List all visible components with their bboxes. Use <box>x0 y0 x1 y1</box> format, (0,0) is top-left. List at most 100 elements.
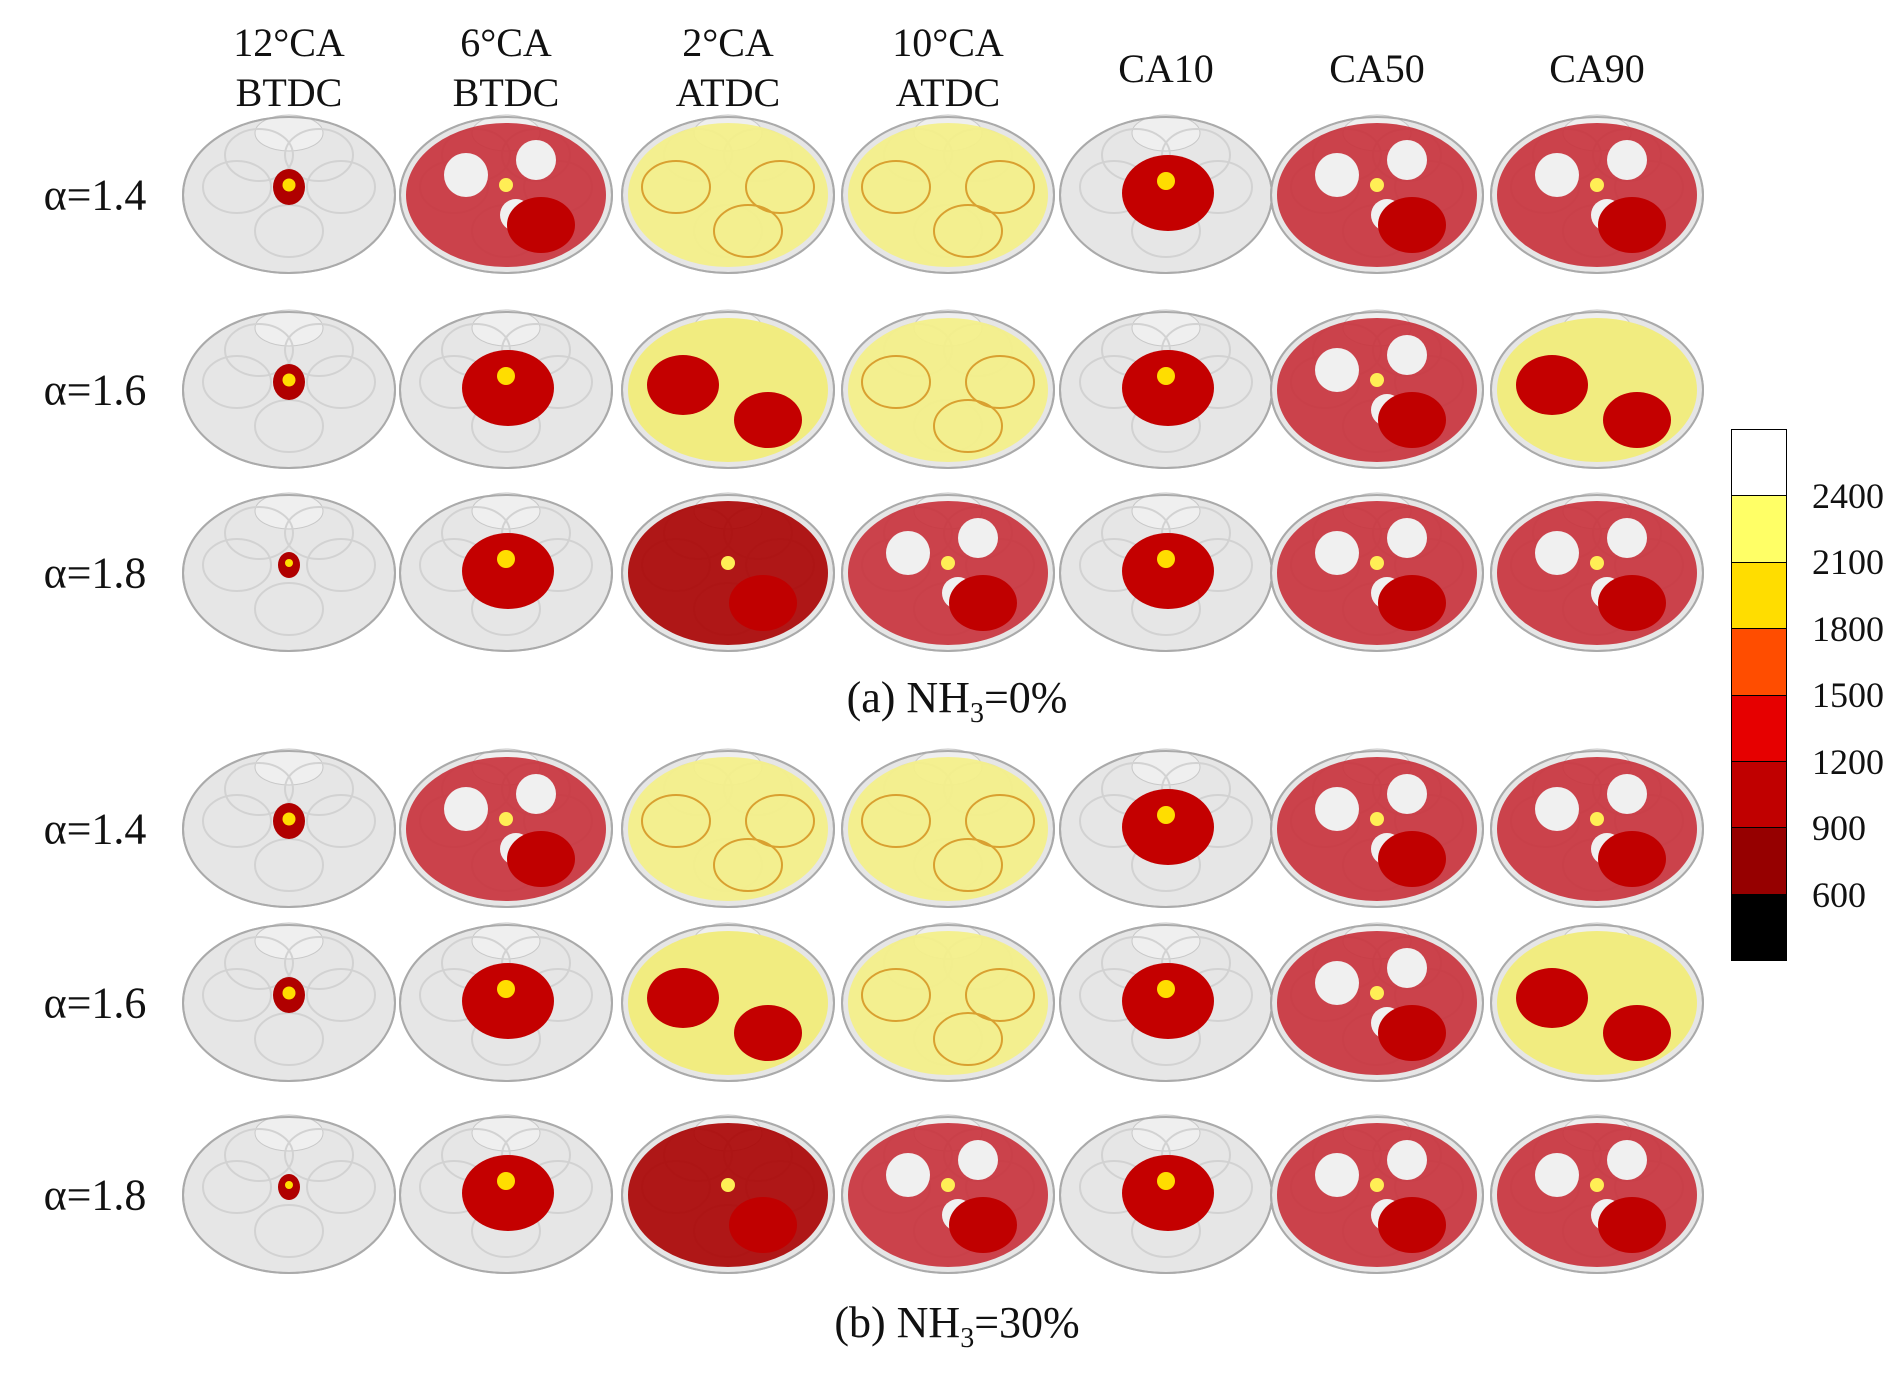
row-label: α=1.6 <box>43 978 147 1028</box>
colorbar-segment <box>1732 894 1786 960</box>
flame-isosurface <box>848 757 1048 901</box>
chamber-cell <box>399 309 613 469</box>
colorbar-tick-label: 2100 <box>1812 542 1884 582</box>
chamber-cell <box>1059 748 1273 908</box>
flame-isosurface <box>628 123 828 267</box>
chamber-cell <box>841 114 1055 274</box>
colorbar-tick-label: 1200 <box>1812 741 1884 782</box>
chamber-cell <box>182 922 396 1082</box>
chamber-cell <box>1490 114 1704 274</box>
flame-isosurface <box>628 501 828 645</box>
colorbar-tick-label: 1800 <box>1812 608 1884 649</box>
column-header-line2: BTDC <box>452 70 560 115</box>
chamber-cell <box>182 114 396 274</box>
column-header-line1: CA50 <box>1329 46 1425 91</box>
column-header: 12°CA BTDC <box>179 18 399 118</box>
chamber-cell <box>621 1114 835 1274</box>
flame-isosurface <box>1122 155 1214 231</box>
flame-isosurface <box>462 1155 554 1231</box>
colorbar-segment <box>1732 562 1786 630</box>
flame-isosurface <box>406 757 606 901</box>
chamber-cell <box>399 492 613 652</box>
row-label: α=1.6 <box>43 365 147 415</box>
chamber-cell <box>1270 748 1484 908</box>
flame-isosurface <box>1122 789 1214 865</box>
chamber-cell <box>1490 1114 1704 1274</box>
column-header: 6°CA BTDC <box>396 18 616 118</box>
chamber-cell <box>182 748 396 908</box>
column-header-line2: ATDC <box>675 70 781 115</box>
column-header: CA50 <box>1267 44 1487 94</box>
chamber-cell <box>1270 492 1484 652</box>
flame-isosurface <box>1277 931 1477 1075</box>
flame-isosurface <box>1122 350 1214 426</box>
colorbar-segment <box>1732 629 1786 696</box>
row-label: α=1.4 <box>43 804 147 854</box>
chamber-cell <box>841 309 1055 469</box>
chamber-cell <box>841 1114 1055 1274</box>
chamber-cell <box>1270 114 1484 274</box>
flame-isosurface <box>462 963 554 1039</box>
column-header: 10°CA ATDC <box>838 18 1058 118</box>
row-label: α=1.4 <box>43 170 147 220</box>
chamber-cell <box>182 1114 396 1274</box>
chamber-cell <box>399 1114 613 1274</box>
chamber-cell <box>399 922 613 1082</box>
chamber-cell <box>1059 309 1273 469</box>
flame-isosurface <box>848 123 1048 267</box>
chamber-cell <box>1270 309 1484 469</box>
chamber-cell <box>621 309 835 469</box>
flame-isosurface <box>848 501 1048 645</box>
chamber-cell <box>1059 922 1273 1082</box>
chamber-cell <box>841 492 1055 652</box>
chamber-cell <box>1270 922 1484 1082</box>
flame-isosurface <box>1277 1123 1477 1267</box>
column-header: CA90 <box>1487 44 1707 94</box>
chamber-cell <box>1270 1114 1484 1274</box>
colorbar-tick-label: 600 <box>1812 874 1866 915</box>
flame-isosurface <box>406 123 606 267</box>
chamber-cell <box>621 922 835 1082</box>
column-header-line1: 10°CA <box>892 20 1004 65</box>
flame-isosurface <box>1122 963 1214 1039</box>
chamber-cell <box>841 748 1055 908</box>
column-header: 2°CA ATDC <box>618 18 838 118</box>
chamber-cell <box>399 748 613 908</box>
column-header-line1: 6°CA <box>460 20 552 65</box>
flame-isosurface <box>848 1123 1048 1267</box>
caption-a: (a) NH3=0% <box>846 673 1068 729</box>
row-label: α=1.8 <box>43 1170 147 1220</box>
colorbar-segment <box>1732 828 1786 895</box>
chamber-cell <box>621 492 835 652</box>
column-header-line1: CA90 <box>1549 46 1645 91</box>
flame-isosurface <box>1277 123 1477 267</box>
chamber-cell <box>1059 114 1273 274</box>
chamber-cell <box>621 114 835 274</box>
flame-isosurface <box>1497 1123 1697 1267</box>
chamber-cell <box>1059 1114 1273 1274</box>
chamber-cell <box>1059 492 1273 652</box>
chamber-cell <box>621 748 835 908</box>
colorbar-segment <box>1732 761 1786 829</box>
flame-isosurface <box>1277 757 1477 901</box>
column-header-line2: ATDC <box>895 70 1001 115</box>
colorbar-tick-label: 2400 <box>1812 475 1884 516</box>
chamber-cell <box>1490 309 1704 469</box>
flame-isosurface <box>1122 533 1214 609</box>
chamber-cell <box>182 492 396 652</box>
colorbar-segment <box>1732 496 1786 563</box>
flame-isosurface <box>628 1123 828 1267</box>
flame-isosurface <box>1497 501 1697 645</box>
flame-isosurface <box>1122 1155 1214 1231</box>
flame-isosurface <box>848 318 1048 462</box>
column-header-line1: 2°CA <box>682 20 774 65</box>
colorbar-tick-label: 900 <box>1812 808 1866 848</box>
row-label: α=1.8 <box>43 548 147 598</box>
flame-isosurface <box>462 350 554 426</box>
flame-isosurface <box>1497 123 1697 267</box>
chamber-cell <box>1490 748 1704 908</box>
chamber-cell <box>182 309 396 469</box>
colorbar-segment <box>1732 430 1786 497</box>
column-header-line1: CA10 <box>1118 46 1214 91</box>
